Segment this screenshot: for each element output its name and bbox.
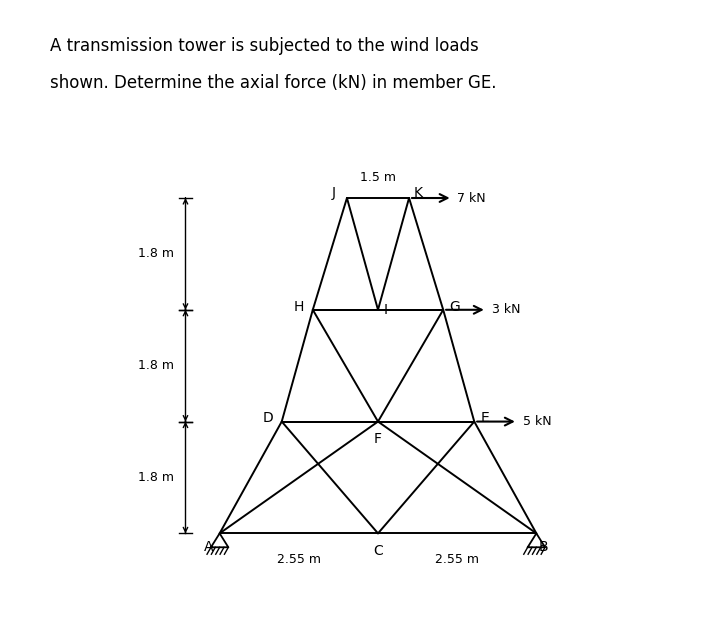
Text: 1.5 m: 1.5 m bbox=[360, 172, 396, 184]
Text: A transmission tower is subjected to the wind loads: A transmission tower is subjected to the… bbox=[50, 37, 479, 55]
Text: F: F bbox=[374, 432, 382, 446]
Text: H: H bbox=[294, 300, 305, 313]
Text: 3 kN: 3 kN bbox=[492, 304, 520, 317]
Text: 2.55 m: 2.55 m bbox=[276, 553, 321, 566]
Text: G: G bbox=[449, 300, 460, 313]
Text: I: I bbox=[384, 303, 387, 317]
Text: A: A bbox=[204, 540, 213, 554]
Text: 2.55 m: 2.55 m bbox=[435, 553, 480, 566]
Text: K: K bbox=[414, 186, 423, 200]
Text: shown. Determine the axial force (kN) in member GE.: shown. Determine the axial force (kN) in… bbox=[50, 74, 497, 92]
Text: 5 kN: 5 kN bbox=[523, 415, 552, 428]
Text: E: E bbox=[481, 412, 490, 426]
Text: J: J bbox=[331, 186, 336, 200]
Text: 7 kN: 7 kN bbox=[457, 191, 486, 204]
Text: 1.8 m: 1.8 m bbox=[138, 471, 174, 484]
Text: B: B bbox=[539, 540, 549, 554]
Text: 1.8 m: 1.8 m bbox=[138, 247, 174, 260]
Text: 1.8 m: 1.8 m bbox=[138, 359, 174, 372]
Text: D: D bbox=[263, 412, 274, 426]
Text: C: C bbox=[373, 544, 383, 558]
